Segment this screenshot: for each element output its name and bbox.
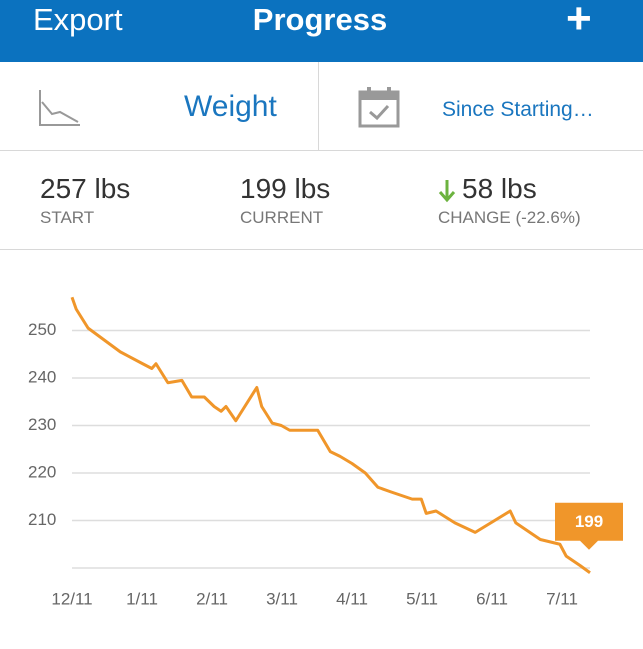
current-label: CURRENT xyxy=(240,208,324,227)
x-tick-label: 12/11 xyxy=(51,589,92,608)
chart-icon xyxy=(39,90,80,126)
callout-label: 199 xyxy=(575,512,603,531)
metric-selector[interactable]: Weight xyxy=(184,90,277,123)
change-value: 58 lbs xyxy=(462,173,537,204)
calendar-icon xyxy=(358,87,400,128)
x-tick-label: 1/11 xyxy=(126,589,158,608)
y-tick-label: 210 xyxy=(28,510,56,529)
add-button[interactable]: + xyxy=(566,0,592,43)
y-tick-label: 240 xyxy=(28,367,56,386)
start-value: 257 lbs xyxy=(40,173,131,204)
weight-line xyxy=(70,296,591,574)
nav-bar: Export Progress + xyxy=(0,0,643,62)
change-label: CHANGE (-22.6%) xyxy=(438,208,581,227)
start-label: START xyxy=(40,208,95,227)
nav-title: Progress xyxy=(252,2,388,37)
weight-chart: 210 220 230 240 250 12/11 1/11 2/11 3/11 4/11 5/11… xyxy=(28,296,623,608)
callout-bubble xyxy=(555,502,623,550)
selector-row: Weight Since Starting… xyxy=(0,62,643,151)
down-arrow xyxy=(438,180,456,203)
x-tick-label: 2/11 xyxy=(196,589,228,608)
y-tick-label: 230 xyxy=(28,415,56,434)
range-selector[interactable]: Since Starting… xyxy=(442,98,594,121)
x-tick-label: 5/11 xyxy=(406,589,438,608)
divider xyxy=(318,62,319,150)
x-tick-label: 7/11 xyxy=(546,589,578,608)
current-value: 199 lbs xyxy=(240,173,331,204)
stats-row: 257 lbs START 199 lbs CURRENT 58 lbs CHA… xyxy=(0,151,643,250)
export-button[interactable]: Export xyxy=(33,2,123,37)
x-tick-label: 6/11 xyxy=(476,589,508,608)
x-tick-label: 3/11 xyxy=(266,589,298,608)
y-tick-label: 250 xyxy=(28,320,56,339)
x-tick-label: 4/11 xyxy=(336,589,368,608)
y-tick-label: 220 xyxy=(28,462,56,481)
